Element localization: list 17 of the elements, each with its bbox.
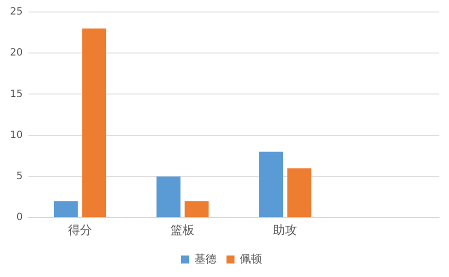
y-tick-label: 5	[16, 171, 23, 182]
bar	[287, 168, 312, 218]
bar	[82, 28, 106, 218]
y-tick-label: 15	[10, 88, 23, 100]
bar	[156, 176, 180, 218]
x-tick-label: 助攻	[273, 222, 298, 237]
x-tick-label: 篮板	[170, 222, 195, 237]
y-tick-label: 20	[10, 48, 23, 59]
bar	[54, 201, 78, 218]
bar	[259, 152, 284, 218]
y-tick-label: 25	[10, 6, 23, 18]
legend-label: 佩顿	[240, 252, 262, 266]
legend-label: 基德	[194, 252, 216, 266]
y-tick-label: 10	[10, 130, 23, 141]
bar	[184, 201, 209, 218]
x-tick-label: 得分	[68, 222, 92, 237]
y-tick-label: 0	[16, 212, 23, 224]
